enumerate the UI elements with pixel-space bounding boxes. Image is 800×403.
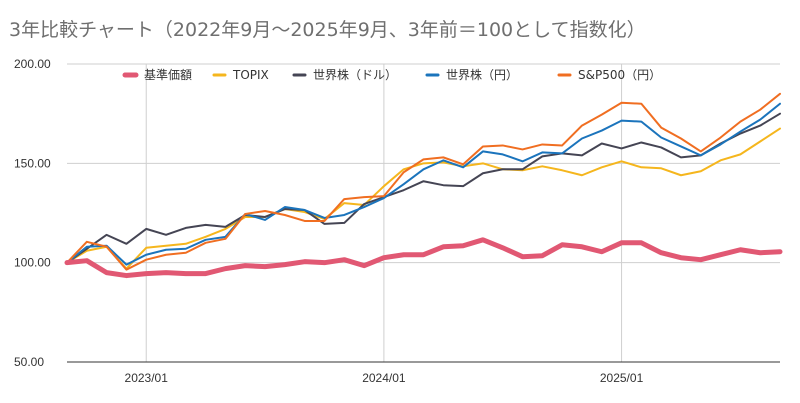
legend: 基準価額 TOPIX 世界株（ドル） 世界株（円） S&P500（円） bbox=[122, 67, 661, 82]
axis-layer: 50.00 100.00 150.00 200.00 2023/01 2024/01 202… bbox=[14, 57, 780, 385]
legend-label: TOPIX bbox=[232, 68, 269, 82]
y-tick-label: 50.00 bbox=[14, 355, 44, 369]
x-tick-label: 2024/01 bbox=[362, 371, 406, 385]
x-tick-label: 2025/01 bbox=[600, 371, 644, 385]
legend-label: S&P500（円） bbox=[578, 68, 661, 82]
series-line-3 bbox=[66, 102, 781, 266]
series-line-2 bbox=[66, 112, 781, 264]
legend-item: TOPIX bbox=[212, 68, 269, 82]
legend-label: 世界株（円） bbox=[446, 67, 518, 82]
legend-label: 世界株（ドル） bbox=[313, 67, 397, 82]
grid-layer bbox=[67, 63, 780, 362]
x-tick-label: 2023/01 bbox=[125, 371, 169, 385]
chart-title: 3年比較チャート（2022年9月～2025年9月、3年前＝100として指数化） bbox=[9, 19, 646, 41]
legend-item: S&P500（円） bbox=[557, 68, 661, 82]
y-tick-label: 100.00 bbox=[14, 256, 51, 270]
y-tick-label: 150.00 bbox=[14, 156, 51, 170]
series-line-4 bbox=[66, 92, 781, 271]
legend-item: 基準価額 bbox=[122, 67, 192, 82]
legend-item: 世界株（ドル） bbox=[292, 67, 397, 82]
y-tick-label: 200.00 bbox=[14, 57, 51, 71]
series-line-1 bbox=[66, 127, 781, 270]
series-line-0 bbox=[64, 237, 783, 279]
legend-label: 基準価額 bbox=[144, 67, 192, 82]
series-layer bbox=[64, 92, 783, 279]
legend-item: 世界株（円） bbox=[425, 67, 518, 82]
